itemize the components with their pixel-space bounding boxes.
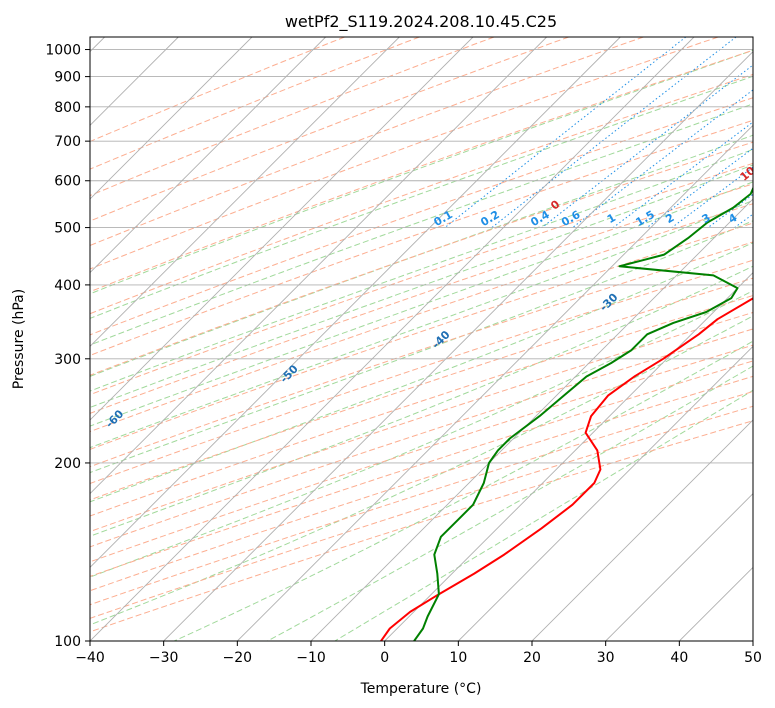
x-axis-ticks: −40 −30 −20 −10 0 10 20 30 40 50	[75, 641, 762, 666]
x-tick-label: 30	[597, 650, 615, 666]
moist-adiabat	[90, 315, 753, 626]
moist-adiabat	[90, 75, 753, 319]
plot-area: 0.10.20.40.611.52346810131620253036-100-…	[90, 37, 775, 641]
x-tick-label: 40	[670, 650, 688, 666]
y-tick-label: 700	[54, 134, 81, 150]
dry-adiabat	[90, 375, 753, 592]
isotherm	[90, 37, 547, 495]
mixing-ratio-line	[671, 166, 753, 228]
x-tick-label: −30	[149, 650, 179, 666]
dry-adiabat	[90, 37, 495, 197]
isotherm	[90, 37, 695, 641]
y-tick-label: 600	[54, 174, 81, 190]
dry-adiabat	[90, 203, 753, 433]
moist-adiabats	[90, 49, 753, 641]
x-tick-label: 20	[523, 650, 541, 666]
dry-adiabat	[90, 49, 753, 293]
dry-adiabat	[90, 241, 753, 468]
isotherm	[310, 198, 753, 641]
temperature-line	[380, 297, 753, 641]
dry-adiabat	[90, 162, 753, 396]
dry-adiabats	[90, 37, 753, 633]
y-tick-label: 400	[54, 278, 81, 294]
isotherm	[605, 493, 753, 641]
y-tick-label: 300	[54, 352, 81, 368]
plot-frame	[89, 36, 754, 642]
isotherm	[90, 37, 474, 421]
y-tick-label: 100	[54, 634, 81, 650]
dry-adiabat	[90, 277, 753, 501]
x-tick-label: −10	[296, 650, 326, 666]
y-tick-label: 200	[54, 456, 81, 472]
mixing-ratio-lines	[444, 37, 753, 229]
dry-adiabat	[90, 37, 345, 143]
mixing-ratio-line	[572, 89, 753, 228]
dry-adiabat	[90, 37, 569, 222]
isotherm	[752, 640, 753, 641]
dry-adiabat	[90, 328, 753, 548]
x-tick-label: 50	[744, 650, 762, 666]
dry-adiabat	[90, 97, 753, 336]
pressure-gridlines	[90, 49, 753, 641]
moist-adiabat	[90, 148, 753, 392]
moist-adiabat	[90, 49, 753, 295]
x-tick-label: −40	[75, 650, 105, 666]
moist-adiabat	[90, 199, 753, 449]
moist-adiabat	[90, 181, 753, 427]
mixing-ratio-line	[541, 64, 753, 228]
y-axis-ticks: 100 200 300 400 500 600 700 800 900 1000	[45, 43, 90, 650]
y-tick-label: 1000	[45, 43, 81, 59]
mixing-ratio-label: 6	[765, 211, 775, 226]
isotherm	[90, 37, 253, 200]
dry-adiabat	[90, 183, 753, 414]
profile-series	[380, 186, 753, 641]
dry-adiabat	[90, 294, 753, 517]
dry-adiabat	[90, 37, 644, 247]
y-tick-label: 800	[54, 100, 81, 116]
x-axis-label: Temperature (°C)	[360, 681, 482, 697]
dry-adiabat	[90, 344, 753, 563]
moist-adiabat	[90, 265, 753, 537]
isotherm	[163, 51, 753, 641]
x-tick-label: 0	[380, 650, 389, 666]
y-tick-label: 900	[54, 70, 81, 86]
moist-adiabat	[90, 220, 753, 474]
dewpoint-line	[413, 186, 753, 641]
isotherms	[90, 37, 753, 641]
dry-adiabat	[90, 73, 753, 315]
isotherm	[458, 345, 753, 641]
isotherm	[237, 124, 753, 641]
moist-adiabat	[90, 164, 753, 408]
x-tick-label: 10	[449, 650, 467, 666]
isotherm	[384, 272, 753, 641]
isotherm	[90, 37, 621, 568]
x-tick-label: −20	[223, 650, 253, 666]
chart-title: wetPf2_S119.2024.208.10.45.C25	[285, 12, 557, 32]
dry-adiabat	[90, 37, 719, 270]
dry-adiabat	[90, 391, 753, 606]
isotherm	[90, 37, 326, 274]
y-axis-label: Pressure (hPa)	[11, 289, 27, 389]
isotherm	[531, 419, 753, 641]
isotherm	[90, 37, 400, 347]
y-tick-label: 500	[54, 221, 81, 237]
